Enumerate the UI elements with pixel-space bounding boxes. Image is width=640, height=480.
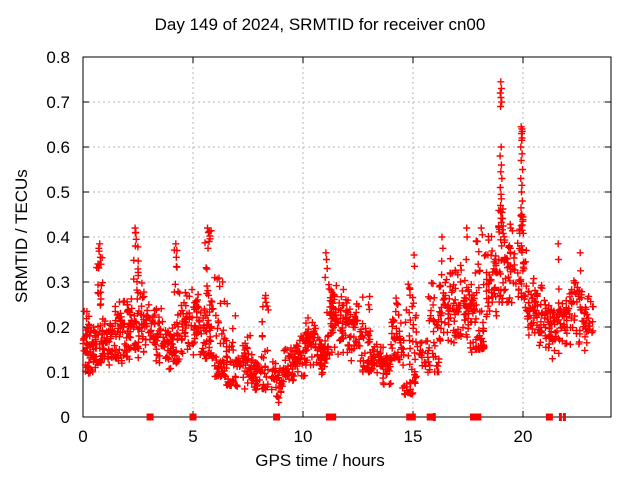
zero-square-marker [189,413,197,421]
chart-title: Day 149 of 2024, SRMTID for receiver cn0… [154,15,486,34]
y-tick-label: 0 [61,408,70,427]
scatter-points [79,78,597,406]
x-tick-label: 10 [294,427,313,446]
y-tick-label: 0.3 [46,273,70,292]
zero-square-marker [545,413,553,421]
y-tick-label: 0.7 [46,93,70,112]
zero-square-marker [432,413,436,421]
x-tick-label: 15 [404,427,423,446]
zero-square-marker [426,413,434,421]
grid-lines [83,57,611,417]
x-tick-label: 20 [514,427,533,446]
zero-square-marker [558,413,562,421]
zero-square-marker [470,413,477,421]
y-tick-label: 0.8 [46,48,70,67]
x-tick-label: 5 [188,427,197,446]
zero-square-marker [474,413,482,421]
y-tick-label: 0.6 [46,138,70,157]
x-tick-label: 0 [78,427,87,446]
zero-square-marker [273,413,281,421]
y-tick-label: 0.5 [46,183,70,202]
zero-square-marker [562,413,566,421]
y-tick-label: 0.2 [46,318,70,337]
plot-border [82,56,612,418]
x-axis-label: GPS time / hours [255,451,385,470]
zero-square-marker [329,413,337,421]
y-tick-label: 0.4 [46,228,70,247]
zero-square-marker [146,413,154,421]
zero-square-marker [408,413,416,421]
y-tick-label: 0.1 [46,363,70,382]
